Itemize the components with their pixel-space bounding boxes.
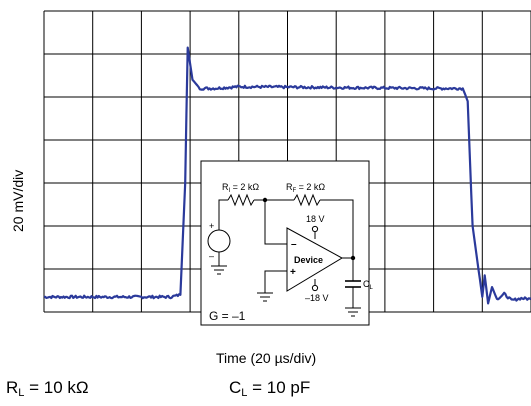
x-axis-label: Time (20 µs/div) — [216, 350, 317, 366]
y-axis-label: 20 mV/div — [10, 169, 26, 232]
rf-label: RF = 2 kΩ — [286, 182, 325, 194]
circuit-wires — [207, 193, 361, 317]
op-amp-noninverting-sign: + — [290, 267, 296, 278]
negative-supply-label: –18 V — [305, 293, 329, 303]
ri-junction-dot — [262, 197, 268, 203]
output-junction-dot — [350, 255, 356, 261]
ri-label: RI = 2 kΩ — [222, 182, 259, 194]
op-amp-inverting-sign: – — [291, 239, 297, 250]
source-minus-sign: – — [209, 251, 214, 261]
cl-inset-label: CL — [363, 279, 374, 291]
test-circuit-inset: RI = 2 kΩ RF = 2 kΩ — [200, 160, 374, 326]
ri-resistor — [227, 193, 255, 207]
gain-label: G = –1 — [209, 309, 246, 323]
rf-resistor — [293, 193, 321, 207]
waveform-trace — [43, 46, 531, 305]
inset-box — [200, 160, 370, 326]
op-amp-triangle — [286, 227, 344, 292]
positive-supply-label: 18 V — [306, 214, 325, 224]
source-plus-sign: + — [209, 221, 214, 231]
device-label: Device — [294, 255, 323, 265]
load-capacitance-condition: CL = 10 pF — [229, 378, 311, 399]
load-resistance-condition: RL = 10 kΩ — [6, 378, 89, 399]
